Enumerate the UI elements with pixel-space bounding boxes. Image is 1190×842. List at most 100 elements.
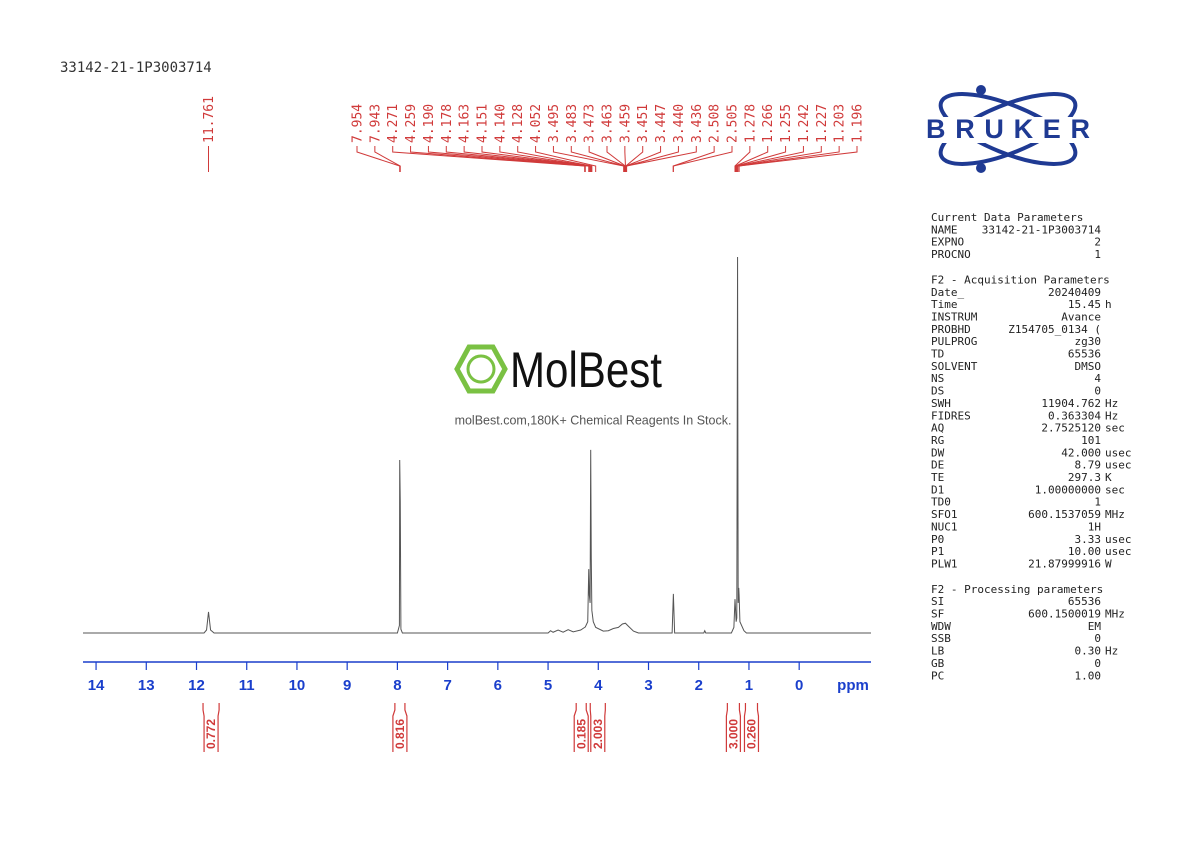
integral-label: 2.003 (591, 719, 605, 749)
peak-label: 4.151 (476, 104, 491, 143)
peak-label: 1.266 (761, 104, 776, 143)
peak-label: 3.451 (636, 104, 651, 143)
integral-label: 0.185 (574, 719, 588, 749)
peak-connector (410, 146, 586, 172)
param-value: 65536 (1068, 595, 1101, 608)
peak-label: 4.163 (458, 104, 473, 143)
peak-label: 4.178 (440, 104, 455, 143)
param-unit: sec (1105, 422, 1125, 435)
peak-connector (481, 146, 592, 172)
integral-label: 0.260 (745, 719, 759, 749)
spectrum-line (83, 256, 871, 634)
param-name: NS (931, 372, 944, 385)
param-value: 4 (1094, 372, 1101, 385)
integral-label: 0.816 (393, 719, 407, 749)
param-value: zg30 (1075, 335, 1102, 348)
x-tick-label: 5 (544, 677, 552, 694)
param-unit: MHz (1105, 508, 1125, 521)
peak-connector (356, 146, 401, 172)
peak-connector (736, 146, 804, 172)
param-unit: Hz (1105, 409, 1118, 422)
peak-connector (672, 146, 733, 172)
x-tick-label: 9 (343, 677, 351, 694)
peak-connector (374, 146, 401, 172)
param-unit: usec (1105, 545, 1132, 558)
param-value: 1 (1094, 248, 1101, 261)
param-name: SF (931, 608, 944, 621)
peak-label: 4.271 (386, 104, 401, 143)
peak-connector (737, 146, 822, 172)
param-value: 11904.762 (1041, 397, 1101, 410)
logo-backdrop (925, 117, 1091, 143)
param-name: DE (931, 459, 944, 472)
param-name: RG (931, 434, 944, 447)
param-name: DW (931, 446, 945, 459)
sample-id: 33142-21-1P3003714 (60, 60, 212, 76)
peak-label: 1.227 (815, 104, 830, 143)
peak-label: 1.196 (851, 104, 866, 143)
param-unit: usec (1105, 533, 1132, 546)
logo-dot (976, 85, 986, 95)
param-name: SFO1 (931, 508, 958, 521)
param-name: INSTRUM (931, 310, 978, 323)
x-tick-label: 8 (393, 677, 401, 694)
param-name: TE (931, 471, 944, 484)
param-name: Time (931, 298, 958, 311)
param-unit: usec (1105, 446, 1132, 459)
x-tick-label: 0 (795, 677, 803, 694)
peak-label: 1.255 (779, 104, 794, 143)
param-value: 15.45 (1068, 298, 1101, 311)
param-value: 0 (1094, 657, 1101, 670)
param-value: 33142-21-1P3003714 (982, 223, 1102, 236)
x-tick-label: 7 (443, 677, 451, 694)
param-value: 1.00000000 (1035, 483, 1101, 496)
peak-connector (588, 146, 626, 172)
x-tick-label: 3 (644, 677, 652, 694)
integral-bracket (202, 703, 220, 752)
peak-label: 2.505 (726, 104, 741, 143)
param-name: PLW1 (931, 557, 958, 570)
peak-label: 7.954 (351, 104, 366, 143)
param-unit: Hz (1105, 645, 1118, 658)
param-unit: MHz (1105, 608, 1125, 621)
watermark-icon (466, 354, 496, 384)
peak-label: 2.508 (708, 104, 723, 143)
param-value: 10.00 (1068, 545, 1101, 558)
param-value: Avance (1061, 310, 1101, 323)
param-value: 2.7525120 (1041, 422, 1101, 435)
param-value: 21.87999916 (1028, 557, 1101, 570)
x-tick-label: 4 (594, 677, 603, 694)
param-value: 0.30 (1075, 645, 1102, 658)
x-tick-label: 2 (695, 677, 703, 694)
param-value: 0 (1094, 632, 1101, 645)
peak-label: 11.761 (202, 96, 217, 143)
param-name: SI (931, 595, 944, 608)
param-name: PROBHD (931, 323, 971, 336)
peak-label: 3.483 (565, 104, 580, 143)
peak-label: 3.440 (672, 104, 687, 143)
peak-connector (738, 146, 858, 172)
peak-label: 3.463 (601, 104, 616, 143)
x-tick-label: 13 (138, 677, 155, 694)
param-unit: Hz (1105, 397, 1118, 410)
param-name: NUC1 (931, 520, 958, 533)
param-name: SSB (931, 632, 951, 645)
param-value: 600.1500019 (1028, 608, 1101, 621)
param-value: 20240409 (1048, 286, 1101, 299)
param-name: SWH (931, 397, 951, 410)
param-unit: usec (1105, 459, 1132, 472)
peak-connector (735, 146, 787, 172)
param-value: 1H (1088, 520, 1101, 533)
peak-connector (463, 146, 591, 172)
integral-bracket (589, 703, 606, 752)
param-name: D1 (931, 483, 944, 496)
peak-label: 4.190 (422, 104, 437, 143)
param-name: TD0 (931, 496, 951, 509)
param-name: SOLVENT (931, 360, 978, 373)
peak-connector (535, 146, 597, 172)
peak-connector (570, 146, 625, 172)
param-value: 42.000 (1061, 446, 1101, 459)
param-value: 1.00 (1075, 669, 1102, 682)
x-tick-label: 10 (289, 677, 306, 694)
